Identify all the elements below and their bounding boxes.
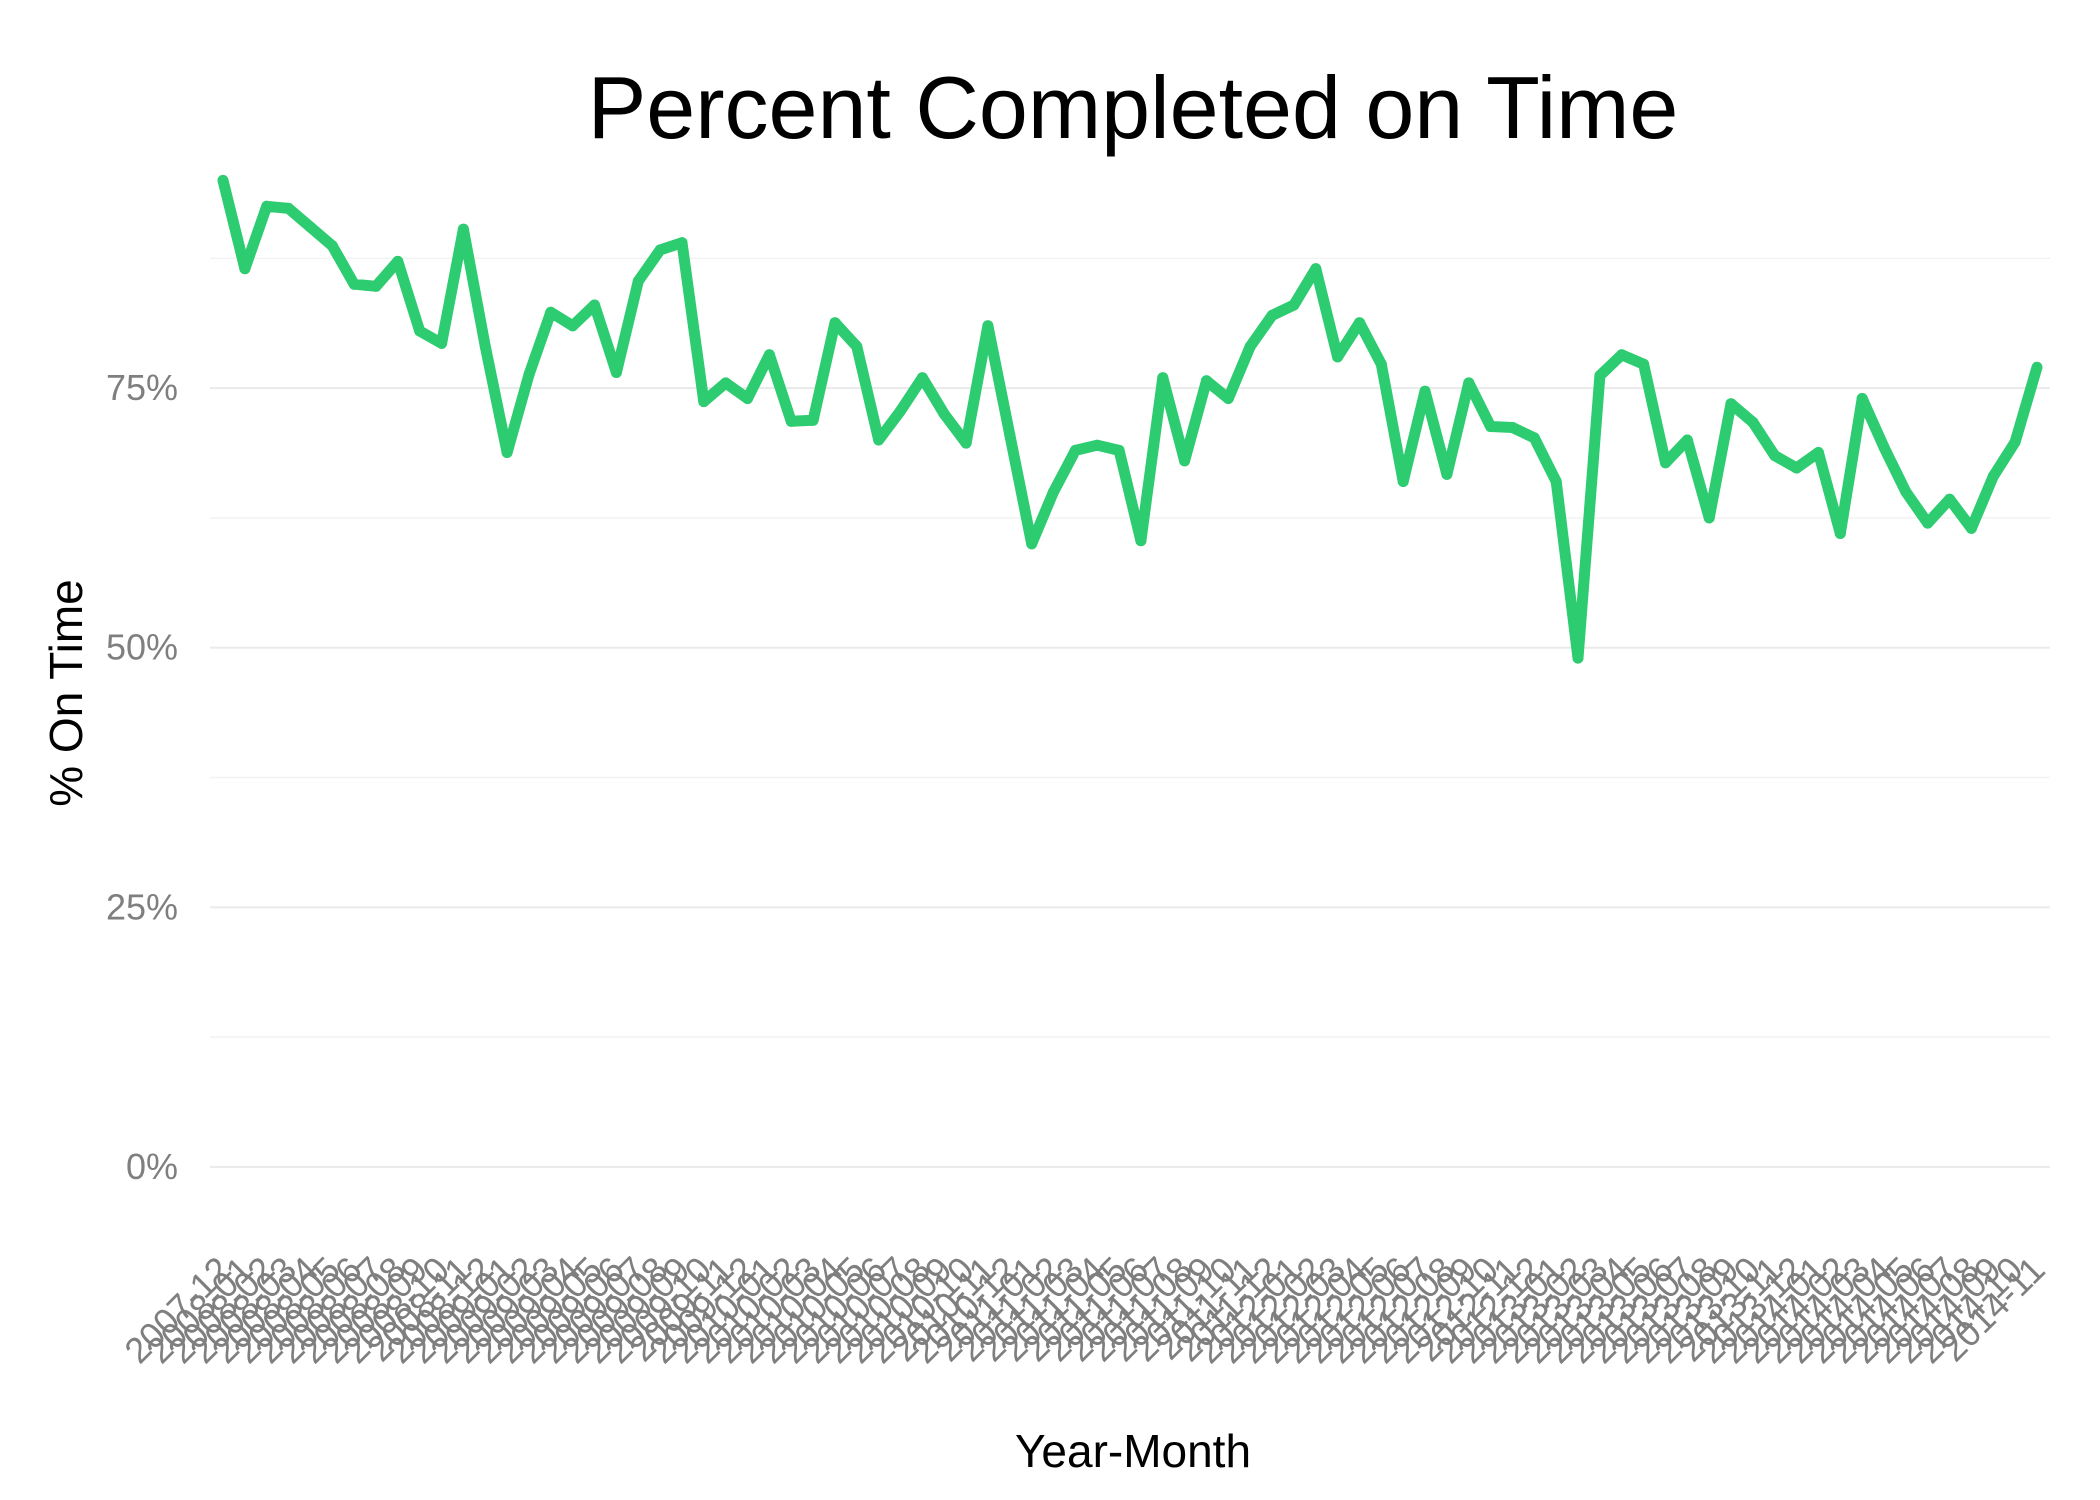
- data-point: [348, 278, 360, 290]
- data-point: [1507, 422, 1518, 433]
- y-tick-label: 0%: [126, 1146, 178, 1187]
- data-point: [1769, 450, 1781, 462]
- data-point: [1987, 470, 1999, 482]
- data-point: [960, 437, 972, 449]
- data-point: [982, 320, 994, 332]
- data-point: [1266, 309, 1278, 321]
- data-point: [304, 221, 316, 233]
- data-point: [326, 240, 338, 252]
- data-point: [1638, 358, 1650, 370]
- data-point: [895, 405, 906, 417]
- y-axis-ticks: 0% 25% 50% 75%: [106, 367, 178, 1187]
- data-point: [1965, 522, 1977, 534]
- y-tick-label: 50%: [106, 627, 178, 668]
- data-point: [1354, 317, 1365, 329]
- chart-title: Percent Completed on Time: [588, 58, 1679, 157]
- data-point: [1812, 447, 1824, 458]
- data-point: [2009, 436, 2021, 448]
- data-point: [1157, 372, 1169, 384]
- data-point: [1135, 535, 1147, 547]
- data-point: [1113, 444, 1125, 456]
- data-point: [1944, 493, 1956, 505]
- data-point: [1397, 476, 1409, 487]
- data-point: [261, 200, 273, 212]
- data-point: [720, 377, 732, 389]
- data-point: [501, 447, 513, 458]
- data-point: [1222, 393, 1234, 404]
- data-point: [1026, 538, 1038, 550]
- data-point: [1179, 455, 1191, 467]
- data-point: [1419, 385, 1431, 397]
- data-point: [654, 244, 666, 256]
- data-point: [1747, 416, 1759, 428]
- data-point: [1900, 486, 1912, 498]
- data-point: [785, 415, 797, 427]
- data-point: [1834, 528, 1846, 539]
- data-point: [916, 372, 928, 384]
- data-point: [1288, 299, 1300, 311]
- data-point: [567, 320, 579, 332]
- series-line: [217, 179, 2043, 664]
- x-axis-ticks: 2007-122008-012008-022008-032008-042008-…: [116, 1249, 2052, 1371]
- data-point: [1244, 341, 1256, 352]
- data-point: [1550, 476, 1562, 487]
- data-point: [392, 255, 404, 267]
- y-tick-label: 25%: [106, 886, 178, 927]
- data-point: [938, 408, 950, 420]
- data-point: [610, 367, 622, 378]
- data-point: [1091, 439, 1103, 451]
- data-point: [1681, 434, 1693, 446]
- data-point: [829, 317, 841, 329]
- data-point: [1856, 393, 1868, 404]
- data-point: [1485, 421, 1497, 432]
- data-point: [698, 396, 710, 408]
- data-point: [851, 341, 863, 352]
- data-point: [1878, 441, 1890, 453]
- data-point: [217, 174, 229, 186]
- y-axis-title: % On Time: [40, 579, 92, 807]
- data-point: [873, 434, 885, 446]
- x-axis-title: Year-Month: [1015, 1425, 1251, 1477]
- data-point: [1463, 377, 1475, 389]
- data-point: [523, 369, 535, 381]
- data-point: [763, 349, 775, 361]
- data-point: [1725, 398, 1737, 410]
- data-point: [1048, 486, 1059, 498]
- data-point: [1791, 462, 1803, 474]
- data-point: [457, 223, 469, 235]
- data-point: [1616, 349, 1628, 361]
- data-point: [370, 280, 382, 292]
- data-point: [1922, 517, 1934, 529]
- data-point: [414, 325, 426, 337]
- data-point: [1375, 358, 1387, 370]
- data-point: [1441, 468, 1453, 480]
- gridlines: [210, 257, 2050, 1169]
- data-point: [479, 341, 491, 352]
- data-points: [217, 174, 2043, 664]
- data-point: [1528, 432, 1540, 444]
- data-point: [1069, 444, 1081, 456]
- data-point: [1310, 263, 1322, 275]
- data-point: [807, 414, 819, 426]
- data-point: [1004, 429, 1016, 441]
- data-point: [2031, 361, 2043, 373]
- data-point: [742, 393, 753, 404]
- data-point: [1572, 652, 1584, 664]
- data-point: [1703, 512, 1715, 524]
- data-point: [545, 306, 557, 318]
- data-point: [1660, 457, 1671, 469]
- y-tick-label: 75%: [106, 367, 178, 408]
- data-point: [676, 237, 688, 249]
- data-point: [239, 263, 251, 275]
- data-point: [283, 202, 295, 214]
- data-point: [1332, 351, 1344, 363]
- data-point: [1594, 370, 1606, 382]
- data-point: [589, 299, 600, 311]
- data-point: [632, 275, 644, 287]
- data-point: [1201, 375, 1212, 387]
- data-point: [436, 337, 448, 349]
